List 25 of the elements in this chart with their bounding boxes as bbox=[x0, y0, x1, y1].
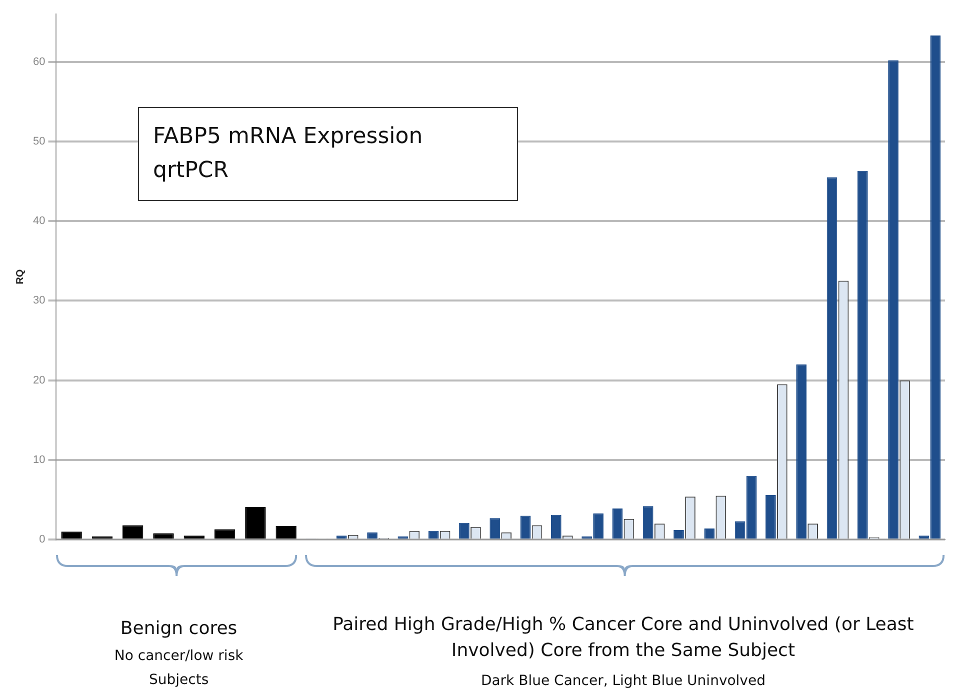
text: Subjects bbox=[148, 671, 210, 690]
bar bbox=[857, 170, 868, 539]
bar bbox=[888, 60, 898, 539]
bar bbox=[796, 364, 807, 539]
y-tick-label: 40 bbox=[32, 215, 46, 228]
bar bbox=[642, 506, 654, 539]
bar bbox=[367, 532, 378, 539]
y-axis-title: RQ bbox=[14, 269, 26, 284]
bar bbox=[612, 508, 623, 539]
text-box: FABP5 mRNA Expression qrtPCR bbox=[138, 107, 518, 201]
y-tick-label: 10 bbox=[32, 454, 46, 466]
y-tick-label: 50 bbox=[32, 135, 46, 148]
bar bbox=[550, 514, 562, 539]
bar bbox=[520, 516, 531, 539]
y-tick-label: 60 bbox=[32, 56, 46, 68]
y-tick-label: 30 bbox=[32, 294, 46, 307]
text: Dark Blue Cancer, Light Blue Uninvolved bbox=[480, 672, 766, 691]
text: Benign cores bbox=[119, 617, 238, 641]
text: No cancer/low risk bbox=[113, 647, 244, 666]
y-tick-label: 20 bbox=[32, 374, 46, 386]
bar bbox=[826, 177, 838, 539]
bar bbox=[766, 495, 776, 539]
y-tick-label: 0 bbox=[39, 534, 46, 546]
text: Paired High Grade/High % Cancer Core and Uninvolved (or Least Involved) Core from the Same Subject bbox=[332, 613, 915, 664]
bar bbox=[490, 518, 500, 539]
